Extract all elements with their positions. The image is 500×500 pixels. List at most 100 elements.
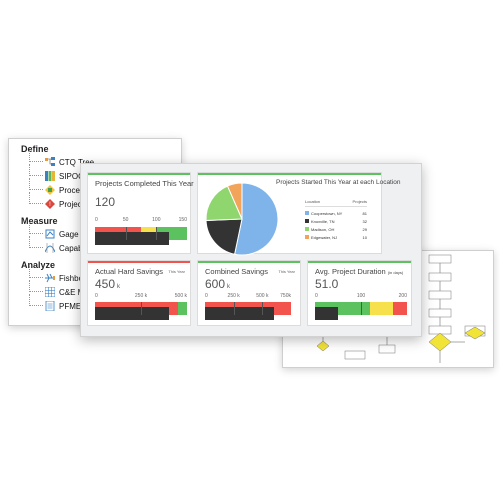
legend-row: Cooperstown, NY 81 [305,209,367,217]
project-risk-icon: ! [45,199,55,209]
legend-row: Knoxville, TN 32 [305,217,367,225]
process-map-icon [45,185,55,195]
legend-projects: 32 [362,218,367,224]
legend-swatch [305,235,309,240]
tree-section-analyze: Analyze [21,260,56,270]
bullet-measure [95,307,169,320]
bullet-band [370,302,394,315]
legend-row: Edgewater, NJ 10 [305,233,367,241]
projects-started-card[interactable]: Projects Started This Year at each Locat… [197,172,401,256]
bullet-tick-mark [361,302,362,315]
location-legend: Location Projects Cooperstown, NY 81 Knoxv… [305,199,367,241]
bullet-tick-label: 200 [398,293,407,299]
tree-item-project-risk[interactable]: ! Project R [29,192,92,210]
bullet-ticks: 0 250 k 500 k [95,293,187,301]
tree-section-define: Define [21,144,49,154]
bullet-tick-label: 0 [205,293,208,299]
bullet-tick-mark [262,302,264,315]
tree-item-gage[interactable]: Gage R& [29,222,92,240]
bullet-band [393,302,407,315]
tree-item-ctq-tree[interactable]: CTQ Tree [29,150,94,168]
card-title: Avg. Project Duration (in days) [315,267,404,276]
ctq-tree-icon [45,157,55,167]
projects-completed-card[interactable]: Projects Completed This Year 120 0 50 100 1… [87,172,194,254]
dashboard-window: Projects Completed This Year 120 0 50 100 1… [80,163,422,337]
bullet-tick-mark [233,302,235,315]
bullet-tick-mark [141,302,142,315]
tree-item-ce-matrix[interactable]: C&E Matr [29,280,94,298]
card-title: Actual Hard Savings [95,267,163,276]
legend-col-projects: Projects [352,199,367,204]
bullet-tick-mark [125,227,127,240]
legend-location: Edgewater, NJ [311,234,338,240]
hard-savings-card[interactable]: Actual Hard Savings This Year 450 k 0 250 … [87,260,191,326]
bullet-ticks: 0 250 k 500 k 750k [205,293,291,301]
pfmea-icon [45,300,55,312]
legend-location: Knoxville, TN [311,218,335,224]
legend-col-location: Location [305,199,321,204]
legend-swatch [305,211,309,216]
legend-location: Madison, OH [311,226,335,232]
bullet-tick-mark [156,227,158,240]
hard-savings-value: 450 k [95,277,121,291]
bullet-tick-label: 750k [280,293,291,299]
legend-header: Location Projects [305,199,367,207]
bullet-tick-label: 0 [315,293,318,299]
bullet-band [177,302,187,315]
tree-item-sipoc[interactable]: SIPOC [29,164,84,182]
pie-slice[interactable] [205,218,243,255]
tree-item-capability[interactable]: Capabili [29,236,88,254]
bullet-ticks: 0 50 100 150 [95,217,187,225]
legend-location: Cooperstown, NY [311,210,343,216]
bullet-tick-label: 150 [178,217,187,223]
legend-row: Madison, OH 29 [305,225,367,233]
combined-savings-value: 600 k [205,277,231,291]
bullet-tick-label: 500 k [256,293,269,299]
hard-savings-bullet [95,302,187,320]
tree-item-fishbone[interactable]: Fishbone [29,266,92,284]
bullet-measure [205,307,274,320]
svg-text:!: ! [49,202,51,208]
capability-icon [44,243,56,253]
legend-projects: 10 [362,234,367,240]
projects-started-pie[interactable] [202,179,282,259]
bullet-measure [315,307,339,320]
combined-savings-bullet [205,302,291,320]
card-accent [198,173,381,175]
bullet-tick-label: 250 k [134,293,148,299]
bullet-tick-label: 0 [95,293,98,299]
card-accent [88,261,190,263]
pie-slice[interactable] [226,182,243,220]
bullet-tick-label: 500 k [174,293,187,299]
projects-completed-value: 120 [95,195,116,209]
tree-item-process-map[interactable]: Process M [29,178,97,196]
gage-icon [45,229,55,239]
card-accent [308,261,411,263]
card-subtitle: This Year [168,269,185,274]
card-subtitle: This Year [278,269,295,274]
card-title: Projects Started This Year at each Locat… [276,179,401,186]
legend-projects: 81 [362,210,367,216]
card-accent [198,261,300,263]
pie-slice[interactable] [205,185,243,222]
combined-savings-card[interactable]: Combined Savings This Year 600 k 0 250 k 50… [197,260,301,326]
fishbone-icon [45,273,55,283]
bullet-tick-label: 100 [356,293,366,299]
bullet-tick-label: 0 [95,217,98,223]
tree-section-measure: Measure [21,216,58,226]
bullet-tick-label: 50 [122,217,129,223]
ce-matrix-icon [44,286,56,298]
tree-item-pfmea[interactable]: PFMEA (F [29,294,96,312]
card-title: Combined Savings [205,267,268,276]
bullet-ticks: 0 100 200 [315,293,407,301]
avg-duration-card[interactable]: Avg. Project Duration (in days) 51.0 0 10… [307,260,412,326]
card-title: Projects Completed This Year [95,179,194,188]
legend-projects: 29 [362,226,367,232]
pie-slice[interactable] [234,182,279,256]
card-accent [88,173,190,175]
bullet-tick-label: 100 [152,217,161,223]
bullet-measure [95,232,169,245]
legend-swatch [305,227,309,232]
projects-completed-bullet [95,227,187,245]
avg-duration-bullet [315,302,407,320]
